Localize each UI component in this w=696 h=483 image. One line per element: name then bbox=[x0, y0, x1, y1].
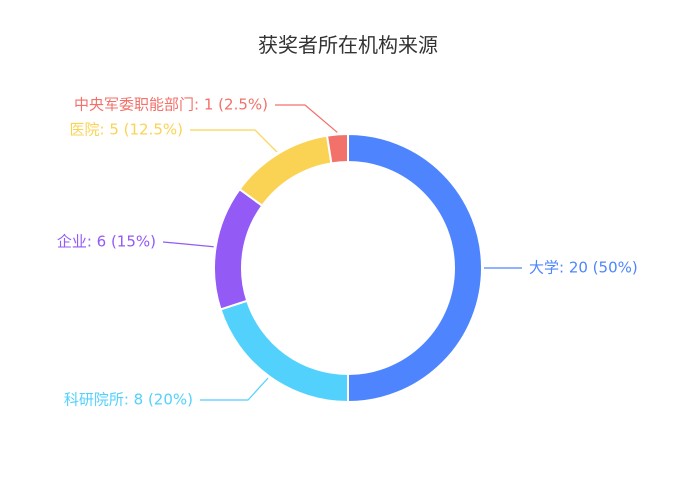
slice-label-2: 企业: 6 (15%) bbox=[57, 233, 156, 251]
slice-1[interactable] bbox=[219, 299, 349, 404]
slice-4[interactable] bbox=[325, 132, 349, 165]
slice-label-0: 大学: 20 (50%) bbox=[529, 259, 638, 277]
slice-label-1: 科研院所: 8 (20%) bbox=[64, 391, 193, 409]
leader-line-3 bbox=[190, 129, 278, 153]
leader-line-4 bbox=[275, 104, 338, 133]
chart-title: 获奖者所在机构来源 bbox=[258, 33, 438, 57]
labels-group: 大学: 20 (50%) 科研院所: 8 (20%) 企业: 6 (15%) 医院: … bbox=[57, 96, 638, 409]
slice-0[interactable] bbox=[347, 132, 483, 404]
slice-label-4: 中央军委职能部门: 1 (2.5%) bbox=[74, 96, 268, 114]
slice-3[interactable] bbox=[238, 134, 333, 208]
slices-group bbox=[213, 132, 483, 404]
leader-line-1 bbox=[200, 377, 269, 401]
slice-label-3: 医院: 5 (12.5%) bbox=[70, 121, 184, 139]
leader-line-2 bbox=[162, 241, 214, 248]
slice-2[interactable] bbox=[213, 187, 264, 311]
